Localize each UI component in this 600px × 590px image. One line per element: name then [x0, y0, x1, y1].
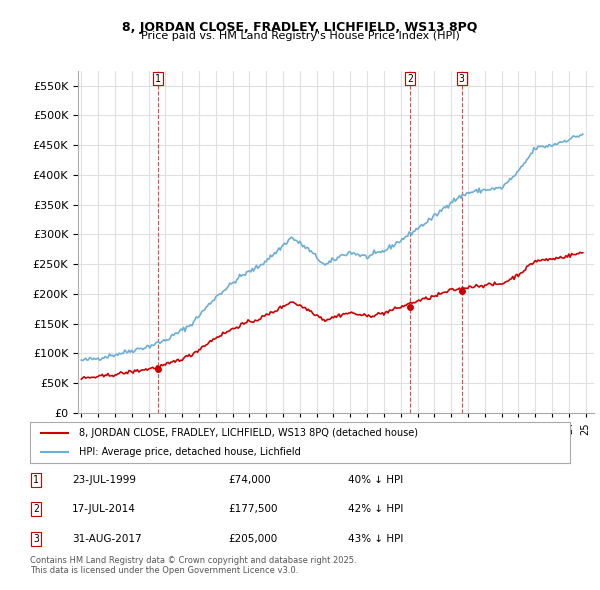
Text: 43% ↓ HPI: 43% ↓ HPI: [348, 534, 403, 543]
Text: 2: 2: [407, 74, 413, 84]
Text: 42% ↓ HPI: 42% ↓ HPI: [348, 504, 403, 514]
Text: £205,000: £205,000: [228, 534, 277, 543]
Text: £74,000: £74,000: [228, 475, 271, 484]
Text: 31-AUG-2017: 31-AUG-2017: [72, 534, 142, 543]
Text: 17-JUL-2014: 17-JUL-2014: [72, 504, 136, 514]
Text: Contains HM Land Registry data © Crown copyright and database right 2025.
This d: Contains HM Land Registry data © Crown c…: [30, 556, 356, 575]
Text: 8, JORDAN CLOSE, FRADLEY, LICHFIELD, WS13 8PQ (detached house): 8, JORDAN CLOSE, FRADLEY, LICHFIELD, WS1…: [79, 428, 418, 438]
Text: Price paid vs. HM Land Registry's House Price Index (HPI): Price paid vs. HM Land Registry's House …: [140, 31, 460, 41]
Text: HPI: Average price, detached house, Lichfield: HPI: Average price, detached house, Lich…: [79, 447, 301, 457]
Text: 23-JUL-1999: 23-JUL-1999: [72, 475, 136, 484]
Text: 3: 3: [459, 74, 464, 84]
Text: 1: 1: [33, 475, 39, 484]
Text: £177,500: £177,500: [228, 504, 277, 514]
Text: 1: 1: [155, 74, 161, 84]
Text: 2: 2: [33, 504, 39, 514]
Text: 40% ↓ HPI: 40% ↓ HPI: [348, 475, 403, 484]
Text: 3: 3: [33, 534, 39, 543]
Text: 8, JORDAN CLOSE, FRADLEY, LICHFIELD, WS13 8PQ: 8, JORDAN CLOSE, FRADLEY, LICHFIELD, WS1…: [122, 21, 478, 34]
